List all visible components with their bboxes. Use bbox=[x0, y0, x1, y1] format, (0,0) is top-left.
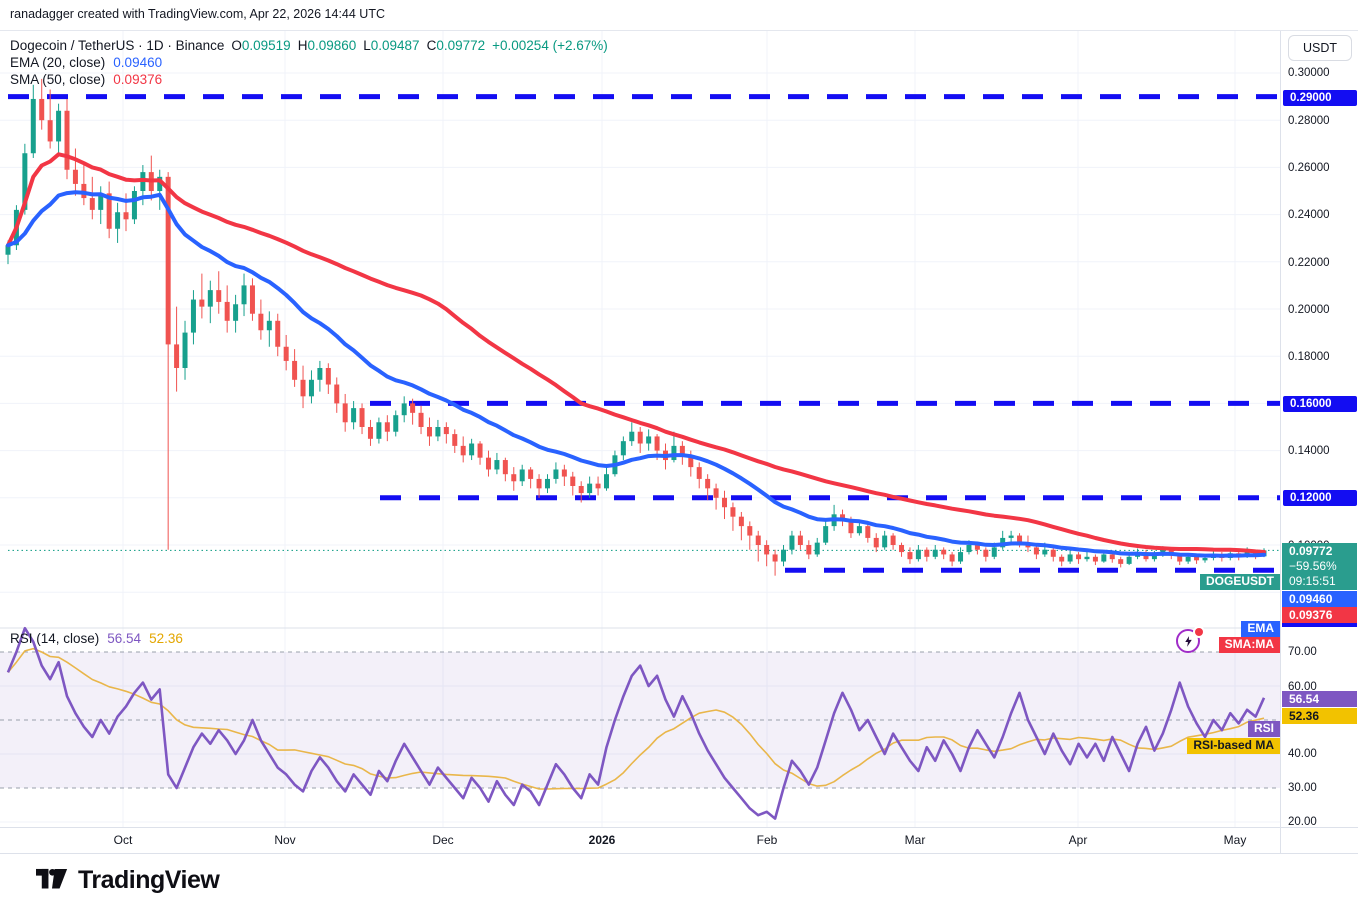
axis-label: 70.00 bbox=[1288, 646, 1317, 658]
sma-legend-value: 0.09376 bbox=[113, 72, 163, 87]
rsi-legend-row[interactable]: RSI (14, close) 56.54 52.36 bbox=[10, 631, 183, 646]
time-axis-corner bbox=[1280, 828, 1358, 853]
ema-legend-value: 0.09460 bbox=[113, 55, 163, 70]
time-axis[interactable]: Oct Nov Dec 2026 Feb Mar Apr May bbox=[0, 827, 1358, 854]
ema-price-label: EMA bbox=[1241, 621, 1280, 637]
lightning-bolt-icon bbox=[1184, 635, 1192, 647]
symbol-header-row: Dogecoin / TetherUS · 1D · Binance O0.095… bbox=[10, 37, 608, 54]
axis-label: 0.20000 bbox=[1288, 304, 1330, 316]
axis-label: 20.00 bbox=[1288, 816, 1317, 828]
symbol-price-label: DOGEUSDT bbox=[1199, 574, 1280, 590]
rsi-ma-axis-value: 52.36 bbox=[1282, 708, 1357, 724]
ohlc-key: O bbox=[231, 38, 242, 53]
axis-label: 0.30000 bbox=[1288, 67, 1330, 79]
ohlc-value: 0.09519 bbox=[241, 38, 291, 53]
axis-label: 0.24000 bbox=[1288, 209, 1330, 221]
change-value: +0.00254 (+2.67%) bbox=[492, 38, 608, 53]
symbol-title[interactable]: Dogecoin / TetherUS · 1D · Binance bbox=[10, 38, 225, 53]
time-axis-label: Mar bbox=[904, 833, 926, 847]
axis-label: 0.26000 bbox=[1288, 162, 1330, 174]
time-axis-label: Oct bbox=[113, 833, 133, 847]
price-axis[interactable]: USDT 0.30000 0.29000 0.28000 0.26000 0.24000… bbox=[1280, 31, 1358, 828]
tradingview-logo[interactable]: TradingView bbox=[36, 866, 220, 895]
sma-legend-label: SMA (50, close) bbox=[10, 72, 106, 87]
support-level-axis-badge bbox=[1282, 623, 1357, 627]
current-price-value: 0.09772 bbox=[1289, 544, 1333, 558]
sma-axis-value: 0.09376 bbox=[1282, 607, 1357, 623]
ohlc-value: 0.09487 bbox=[370, 38, 420, 53]
rsi-ma-legend-value: 52.36 bbox=[149, 631, 183, 646]
chart-canvas[interactable] bbox=[0, 31, 1280, 828]
axis-label: 30.00 bbox=[1288, 782, 1317, 794]
ohlc-key: C bbox=[426, 38, 437, 53]
notification-dot bbox=[1193, 626, 1205, 638]
time-axis-label: Apr bbox=[1068, 833, 1088, 847]
axis-label: 0.18000 bbox=[1288, 351, 1330, 363]
footer-bar: TradingView bbox=[0, 852, 1358, 912]
time-axis-label: Nov bbox=[274, 833, 296, 847]
current-price-countdown-box: 0.09772 −59.56% 09:15:51 bbox=[1282, 543, 1357, 590]
axis-label: 0.28000 bbox=[1288, 115, 1330, 127]
axis-label: 60.00 bbox=[1288, 681, 1317, 693]
time-axis-label: Feb bbox=[756, 833, 778, 847]
rsi-axis-value: 56.54 bbox=[1282, 691, 1357, 707]
attribution-text: ranadagger created with TradingView.com,… bbox=[10, 7, 385, 21]
ohlc-key: H bbox=[297, 38, 308, 53]
axis-label: 0.14000 bbox=[1288, 445, 1330, 457]
price-level-badge: 0.16000 bbox=[1283, 396, 1357, 412]
sma-price-label: SMA:MA bbox=[1218, 637, 1280, 653]
ema-legend-row[interactable]: EMA (20, close) 0.09460 bbox=[10, 54, 608, 71]
price-level-badge: 0.12000 bbox=[1283, 490, 1357, 506]
time-axis-label: May bbox=[1223, 833, 1247, 847]
symbol-legend: Dogecoin / TetherUS · 1D · Binance O0.095… bbox=[10, 37, 608, 88]
ema-legend-label: EMA (20, close) bbox=[10, 55, 106, 70]
chart-frame: Dogecoin / TetherUS · 1D · Binance O0.095… bbox=[0, 30, 1358, 828]
tradingview-logo-text: TradingView bbox=[78, 866, 220, 894]
rsi-legend-value: 56.54 bbox=[107, 631, 142, 646]
ohlc-values: O0.09519 H0.09860 L0.09487 C0.09772 bbox=[224, 38, 485, 53]
time-axis-label: Dec bbox=[432, 833, 454, 847]
sma-legend-row[interactable]: SMA (50, close) 0.09376 bbox=[10, 71, 608, 88]
time-axis-label: 2026 bbox=[588, 833, 616, 847]
currency-toggle-button[interactable]: USDT bbox=[1288, 35, 1352, 61]
axis-label: 0.22000 bbox=[1288, 257, 1330, 269]
rsi-ma-value-label: RSI-based MA bbox=[1187, 738, 1280, 754]
tradingview-logo-mark bbox=[36, 868, 68, 889]
ohlc-value: 0.09860 bbox=[307, 38, 357, 53]
price-level-badge: 0.29000 bbox=[1283, 90, 1357, 106]
change-percent-value: −59.56% bbox=[1289, 559, 1337, 573]
rsi-legend-label: RSI (14, close) bbox=[10, 631, 100, 646]
ohlc-value: 0.09772 bbox=[436, 38, 486, 53]
rsi-value-label: RSI bbox=[1247, 721, 1280, 737]
ema-axis-value: 0.09460 bbox=[1282, 591, 1357, 607]
bar-countdown-value: 09:15:51 bbox=[1289, 574, 1336, 588]
ohlc-key: L bbox=[363, 38, 371, 53]
axis-label: 40.00 bbox=[1288, 748, 1317, 760]
